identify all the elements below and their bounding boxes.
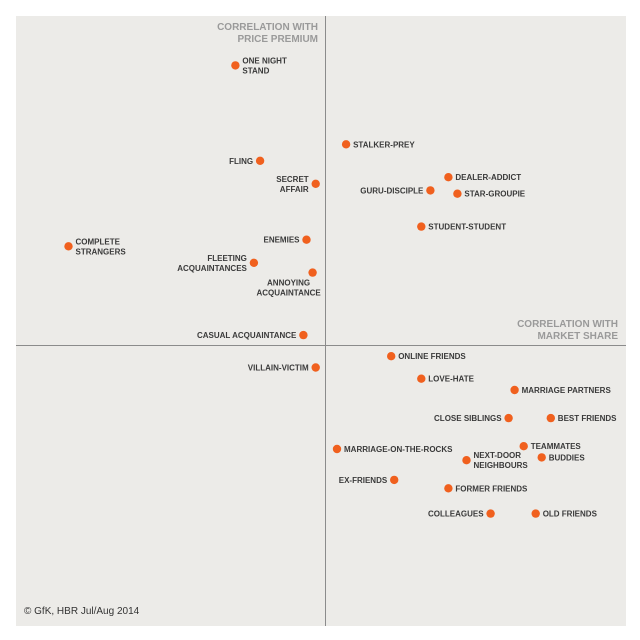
point-label-10: FLEETING ACQUAINTANCES [177, 254, 247, 273]
data-point-22 [537, 453, 546, 462]
source-credit: © GfK, HBR Jul/Aug 2014 [24, 606, 140, 617]
data-point-1 [341, 140, 351, 149]
point-label-26: OLD FRIENDS [543, 510, 598, 519]
data-point-19 [519, 442, 528, 451]
data-point-15 [417, 374, 426, 383]
axis-title-line: MARKET SHARE [537, 331, 618, 342]
point-label-2: FLING [229, 157, 253, 166]
point-label-line: STRANGERS [76, 247, 127, 256]
data-point-21 [462, 456, 471, 465]
data-point-9 [64, 242, 73, 251]
point-label-line: BEST FRIENDS [558, 414, 617, 423]
x-axis-title: CORRELATION WITH MARKET SHARE [517, 319, 618, 342]
point-label-12: CASUAL ACQUAINTANCE [197, 331, 297, 340]
point-label-24: FORMER FRIENDS [455, 484, 528, 493]
point-label-line: ANNOYING [267, 279, 310, 288]
data-point-8 [302, 235, 311, 244]
axis-title-line: PRICE PREMIUM [237, 34, 318, 45]
point-label-line: ONLINE FRIENDS [398, 352, 466, 361]
point-label-21: NEXT-DOOR NEIGHBOURS [474, 451, 529, 470]
point-label-line: TEAMMATES [531, 442, 582, 451]
point-label-line: FORMER FRIENDS [455, 484, 528, 493]
point-label-16: MARRIAGE PARTNERS [522, 386, 612, 395]
point-label-0: ONE NIGHT STAND [242, 56, 287, 75]
point-label-17: CLOSE SIBLINGS [434, 414, 502, 423]
point-label-9: COMPLETE STRANGERS [76, 237, 127, 256]
data-point-10 [249, 258, 259, 267]
data-point-3 [311, 179, 320, 188]
point-label-1: STALKER-PREY [353, 140, 415, 149]
y-axis-title: CORRELATION WITH PRICE PREMIUM [217, 22, 318, 45]
point-label-line: LOVE-HATE [428, 375, 474, 384]
data-point-5 [426, 186, 435, 195]
data-point-24 [444, 484, 453, 493]
point-label-line: DEALER-ADDICT [455, 173, 521, 182]
data-point-0 [231, 61, 240, 70]
point-label-line: GURU-DISCIPLE [360, 186, 424, 195]
point-label-line: VILLAIN-VICTIM [248, 364, 309, 373]
point-label-line: BUDDIES [549, 453, 586, 462]
point-label-18: BEST FRIENDS [558, 414, 617, 423]
data-point-12 [299, 330, 308, 340]
point-label-13: ONLINE FRIENDS [398, 352, 466, 361]
point-label-23: EX-FRIENDS [339, 476, 388, 485]
data-point-16 [510, 385, 519, 395]
data-point-7 [417, 222, 426, 231]
point-label-15: LOVE-HATE [428, 375, 474, 384]
axis-title-line: CORRELATION WITH [517, 319, 618, 330]
point-label-line: ACQUAINTANCE [256, 289, 321, 298]
data-point-6 [453, 189, 462, 198]
point-label-line: STAR-GROUPIE [464, 190, 525, 199]
axis-title-line: CORRELATION WITH [217, 22, 318, 33]
data-point-2 [255, 156, 265, 165]
point-label-line: ONE NIGHT [242, 56, 287, 65]
point-label-19: TEAMMATES [531, 442, 582, 451]
data-point-25 [486, 509, 495, 518]
point-label-14: VILLAIN-VICTIM [248, 364, 309, 373]
point-label-25: COLLEAGUES [428, 510, 484, 519]
point-label-line: MARRIAGE PARTNERS [522, 386, 612, 395]
point-label-11: ANNOYING ACQUAINTANCE [256, 279, 321, 298]
point-label-line: NEXT-DOOR [474, 451, 522, 460]
point-label-line: STAND [242, 66, 269, 75]
data-point-14 [311, 363, 320, 372]
point-label-line: AFFAIR [280, 185, 309, 194]
point-label-4: DEALER-ADDICT [455, 173, 521, 182]
data-point-18 [546, 413, 555, 423]
point-label-line: FLING [229, 157, 253, 166]
data-point-4 [444, 173, 453, 182]
point-label-8: ENEMIES [263, 236, 300, 245]
point-label-line: CLOSE SIBLINGS [434, 414, 502, 423]
data-point-13 [387, 352, 396, 361]
point-label-line: COLLEAGUES [428, 510, 484, 519]
point-label-line: OLD FRIENDS [543, 510, 598, 519]
point-label-line: ACQUAINTANCES [177, 264, 247, 273]
point-label-7: STUDENT-STUDENT [428, 223, 506, 232]
point-label-6: STAR-GROUPIE [464, 190, 525, 199]
point-label-line: SECRET [276, 175, 309, 184]
point-label-line: STALKER-PREY [353, 140, 415, 149]
point-label-line: FLEETING [207, 254, 247, 263]
point-label-line: ENEMIES [263, 236, 300, 245]
chart-background [16, 16, 626, 626]
point-label-line: CASUAL ACQUAINTANCE [197, 331, 297, 340]
data-point-26 [531, 509, 540, 518]
point-label-line: MARRIAGE-ON-THE-ROCKS [344, 445, 453, 454]
point-label-5: GURU-DISCIPLE [360, 186, 424, 195]
point-label-line: COMPLETE [76, 237, 121, 246]
point-label-line: NEIGHBOURS [474, 461, 529, 470]
data-point-11 [308, 268, 317, 277]
point-label-22: BUDDIES [549, 453, 586, 462]
data-point-20 [332, 444, 342, 454]
point-label-line: STUDENT-STUDENT [428, 223, 506, 232]
data-point-17 [504, 413, 513, 423]
data-point-23 [390, 475, 399, 485]
point-label-line: EX-FRIENDS [339, 476, 388, 485]
data-points: ONE NIGHT STAND STALKER-PREY FLING SECRET AFF… [64, 56, 617, 519]
point-label-20: MARRIAGE-ON-THE-ROCKS [344, 445, 453, 454]
point-label-3: SECRET AFFAIR [276, 175, 309, 194]
